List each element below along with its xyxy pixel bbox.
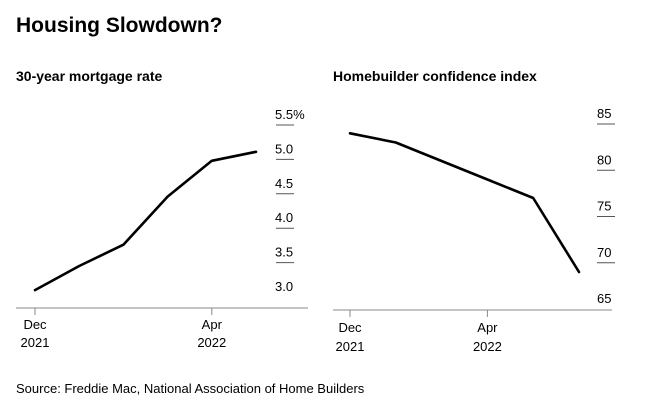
mortgage-y-tick-label: 5.0	[275, 141, 293, 156]
chart-title: Housing Slowdown?	[16, 14, 223, 37]
mortgage-x-tick-label: 2022	[197, 335, 226, 350]
mortgage-x-tick-label: 2021	[21, 335, 50, 350]
mortgage-y-tick-label: 5.5%	[275, 107, 305, 122]
mortgage-y-tick-label: 4.0	[275, 210, 293, 225]
confidence-y-tick-label: 65	[597, 291, 611, 306]
mortgage-y-tick-label: 3.5	[275, 245, 293, 260]
confidence-x-tick-label: 2022	[473, 339, 502, 354]
mortgage-y-tick-label: 4.5	[275, 176, 293, 191]
confidence-y-tick-label: 70	[597, 245, 611, 260]
confidence-y-tick-label: 85	[597, 106, 611, 121]
panel-title-homebuilder-confidence: Homebuilder confidence index	[333, 68, 537, 84]
source-note: Source: Freddie Mac, National Associatio…	[16, 381, 365, 396]
confidence-y-tick-label: 75	[597, 199, 611, 214]
confidence-x-tick-label: Dec	[338, 320, 362, 335]
confidence-x-tick-label: Apr	[477, 320, 498, 335]
mortgage-x-tick-label: Dec	[23, 317, 47, 332]
confidence-y-tick-label: 80	[597, 152, 611, 167]
confidence-series-line	[348, 132, 581, 274]
mortgage-y-tick-label: 3.0	[275, 279, 293, 294]
mortgage-series-line	[33, 150, 258, 292]
confidence-x-tick-label: 2021	[336, 339, 365, 354]
panel-title-mortgage-rate: 30-year mortgage rate	[16, 68, 163, 84]
mortgage-x-tick-label: Apr	[202, 317, 223, 332]
